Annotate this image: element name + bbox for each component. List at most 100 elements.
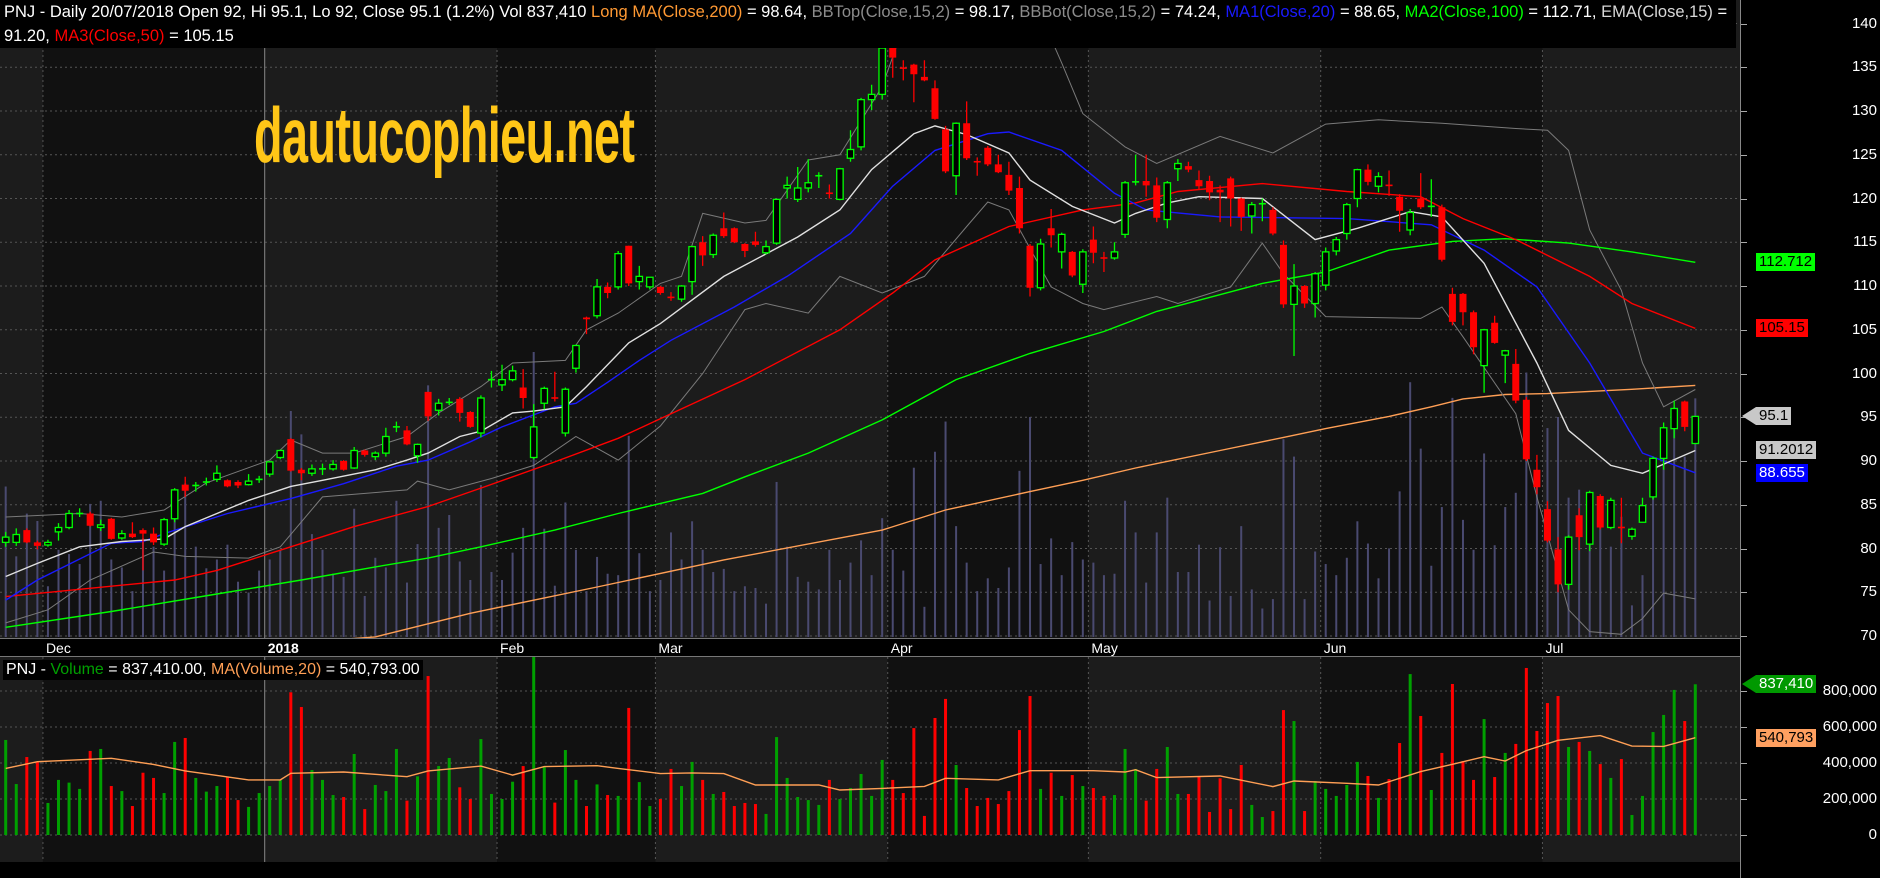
volume-bar xyxy=(637,782,641,835)
candle xyxy=(1385,170,1393,196)
legend-segment: PNJ - Daily 20/07/2018 Open 92, Hi 95.1,… xyxy=(4,3,592,21)
volume-bar xyxy=(753,804,757,835)
candle-body-down xyxy=(86,513,94,526)
volume-bar xyxy=(1577,741,1581,835)
candle-body-down xyxy=(1522,399,1530,460)
candle-body-down xyxy=(625,245,633,284)
volume-overlay-bar xyxy=(1250,589,1253,637)
candle xyxy=(244,474,253,486)
candle xyxy=(1036,238,1045,291)
volume-overlay-bar xyxy=(1134,532,1137,637)
candle xyxy=(1501,349,1510,384)
volume-overlay-bar xyxy=(796,576,799,637)
candle-body-up xyxy=(160,518,168,545)
volume-overlay-bar xyxy=(933,451,936,637)
volume-overlay-bar xyxy=(458,561,461,637)
volume-bar xyxy=(563,750,567,835)
month-label-may: May xyxy=(1091,640,1118,656)
volume-bar xyxy=(1070,775,1074,835)
volume-overlay-bar xyxy=(596,556,599,637)
volume-bar xyxy=(1514,743,1518,835)
volume-bar xyxy=(500,799,504,835)
candle xyxy=(202,477,210,486)
candle xyxy=(561,387,570,437)
candle xyxy=(76,508,84,517)
volume-bar xyxy=(162,793,166,835)
volume-overlay-bar xyxy=(131,591,134,637)
candle-body-down xyxy=(340,461,348,470)
candle xyxy=(519,369,527,409)
candle xyxy=(1279,240,1287,308)
price-panel[interactable]: dautucophieu.net xyxy=(0,0,1740,638)
candle xyxy=(867,84,876,111)
volume-overlay-bar xyxy=(1525,372,1528,637)
volume-overlay-bar xyxy=(965,562,968,637)
volume-bar xyxy=(78,788,82,835)
volume-bar xyxy=(236,800,240,835)
volume-overlay-bar xyxy=(1409,382,1412,637)
price-axis[interactable]: 70 75 80 85 90 95 100 105 110 115 120 125 130 135 140 0… xyxy=(1740,0,1880,878)
volume-overlay-bar xyxy=(1641,575,1644,637)
volume-overlay-bar xyxy=(828,549,831,637)
candle xyxy=(456,397,464,422)
volume-overlay-bar xyxy=(912,467,915,637)
candle-body-down xyxy=(403,430,411,445)
volume-bar xyxy=(922,815,926,835)
candle-body-down xyxy=(1448,293,1456,322)
candle-body-up xyxy=(867,93,876,101)
candle xyxy=(688,245,696,295)
candle-body-up xyxy=(1057,233,1066,253)
volume-overlay-bar xyxy=(944,421,947,637)
volume-bar xyxy=(1155,768,1159,835)
volume-overlay-bar xyxy=(522,527,525,637)
volume-bar xyxy=(1482,719,1486,835)
candle xyxy=(1068,251,1076,278)
candle xyxy=(931,80,939,120)
overlay-line xyxy=(5,131,1696,601)
candle xyxy=(1670,400,1679,439)
volume-bar xyxy=(680,786,684,835)
volume-bar xyxy=(194,777,198,835)
candle xyxy=(170,488,179,523)
volume-bar xyxy=(880,759,884,835)
candle xyxy=(942,125,950,174)
candle-body-up xyxy=(1638,504,1647,523)
legend-segment: MA(Volume,20) xyxy=(211,661,322,678)
candle xyxy=(1015,176,1023,234)
volume-bar xyxy=(183,737,187,835)
candle xyxy=(593,279,601,319)
candle-body-up xyxy=(329,463,337,470)
candle-body-down xyxy=(1153,185,1161,218)
month-label-dec: Dec xyxy=(45,640,71,656)
volume-panel[interactable]: PNJ - Volume = 837,410.00, MA(Volume,20)… xyxy=(0,657,1740,862)
volume-overlay-bar xyxy=(1155,532,1158,637)
volume-overlay-bar xyxy=(849,562,852,637)
volume-bar xyxy=(775,737,779,835)
candle xyxy=(1512,349,1520,404)
volume-bar xyxy=(331,795,335,835)
candle-body-down xyxy=(297,469,305,474)
volume-bar xyxy=(1049,772,1053,835)
month-band xyxy=(0,0,43,638)
candle xyxy=(434,398,443,416)
volume-overlay-bar xyxy=(1176,572,1179,637)
volume-overlay-bar xyxy=(606,573,609,637)
candle xyxy=(899,60,907,81)
candle-body-down xyxy=(1512,363,1520,401)
candle-body-down xyxy=(741,244,749,251)
watermark-logo: dautucophieu.net xyxy=(254,91,635,179)
candle xyxy=(308,464,316,476)
candle-body-up xyxy=(540,387,549,404)
volume-bar xyxy=(1102,795,1106,835)
candle xyxy=(1100,251,1108,272)
volume-overlay-bar xyxy=(659,580,662,637)
volume-overlay-bar xyxy=(1007,567,1010,637)
candle xyxy=(498,364,506,391)
candle xyxy=(276,449,285,460)
volume-bar xyxy=(1440,752,1444,835)
volume-overlay-bar xyxy=(247,592,250,637)
volume-bar xyxy=(1081,786,1085,835)
candle xyxy=(139,528,147,571)
volume-overlay-bar xyxy=(1398,491,1401,637)
candle xyxy=(1005,161,1013,195)
